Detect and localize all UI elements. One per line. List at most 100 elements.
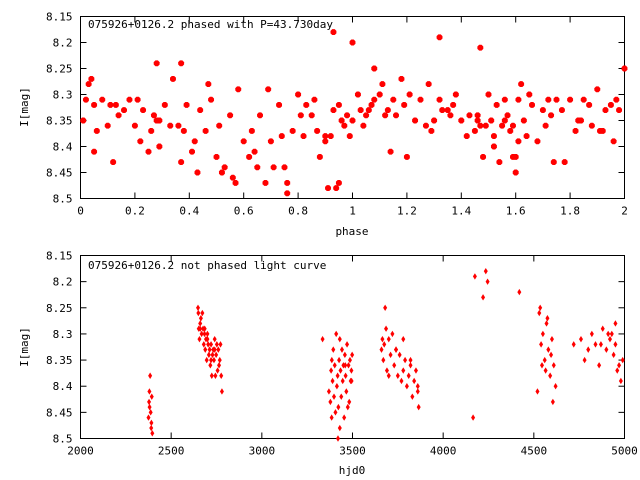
data-point (335, 179, 342, 186)
x-tick-label: 0.6 (234, 205, 254, 218)
data-point (436, 96, 443, 103)
data-point (545, 96, 552, 103)
data-point (320, 335, 325, 343)
data-point (218, 169, 225, 176)
x-tick-label: 0 (77, 205, 84, 218)
data-point (392, 362, 397, 369)
data-point (535, 388, 540, 395)
data-point (335, 435, 340, 442)
data-point (150, 112, 157, 119)
x-tick-label: 0.8 (288, 205, 308, 218)
data-point (126, 96, 133, 103)
data-point (621, 65, 628, 72)
data-point (210, 351, 215, 359)
data-point (153, 117, 160, 124)
data-point (548, 372, 553, 379)
data-point (204, 356, 209, 364)
data-point (406, 91, 413, 98)
data-point (295, 91, 302, 98)
data-point (232, 179, 239, 186)
unphased-y-tick-labels: 8.15 8.2 8.25 8.3 8.35 8.4 8.45 8.5 (46, 250, 73, 446)
data-point (474, 117, 481, 124)
data-point (201, 341, 206, 348)
data-point (329, 367, 334, 374)
data-point (436, 34, 443, 41)
data-point (198, 325, 203, 332)
data-point (425, 81, 432, 88)
data-point (504, 112, 511, 119)
data-point (349, 39, 356, 46)
data-point (379, 346, 384, 353)
data-point (548, 112, 555, 119)
data-point (589, 330, 594, 338)
y-tick-label: 8.5 (53, 193, 73, 206)
data-point (147, 388, 152, 395)
data-point (330, 29, 337, 36)
data-point (609, 330, 614, 338)
data-point (207, 346, 212, 353)
data-point (382, 341, 387, 348)
data-point (520, 117, 527, 124)
data-point (216, 346, 221, 353)
data-point (214, 351, 219, 359)
data-point (227, 112, 234, 119)
data-point (110, 159, 117, 166)
data-point (349, 367, 354, 374)
data-point (149, 419, 154, 427)
data-point (330, 377, 335, 385)
data-point (401, 101, 408, 108)
x-tick-label: 2 (621, 205, 628, 218)
data-point (347, 398, 352, 406)
data-point (270, 164, 277, 171)
data-point (140, 107, 147, 114)
data-point (284, 190, 291, 197)
y-tick-label: 8.25 (46, 63, 73, 76)
data-point (300, 133, 307, 140)
data-point (572, 127, 579, 134)
data-point (131, 122, 138, 129)
data-point (507, 127, 514, 134)
data-point (613, 96, 620, 103)
data-point (578, 335, 583, 343)
data-point (550, 159, 557, 166)
data-point (380, 335, 385, 343)
data-point (413, 367, 418, 374)
data-point (335, 372, 340, 379)
data-point (538, 304, 543, 311)
y-tick-label: 8.4 (53, 380, 73, 393)
data-point (333, 409, 338, 416)
data-point (329, 414, 334, 421)
data-point (189, 148, 195, 155)
data-point (537, 309, 542, 317)
data-point (145, 148, 152, 155)
data-point (617, 362, 622, 369)
data-point (512, 153, 519, 160)
data-point (337, 424, 342, 432)
data-point (401, 335, 406, 343)
data-point (406, 372, 411, 379)
unphased-y-axis-label: I[mag] (18, 327, 31, 367)
data-point (499, 122, 506, 129)
data-point (347, 356, 352, 364)
data-point (338, 117, 345, 124)
data-point (336, 403, 341, 411)
data-point (218, 341, 223, 348)
data-point (488, 117, 495, 124)
data-point (545, 315, 550, 322)
data-point (607, 335, 612, 343)
data-point (267, 138, 274, 145)
data-point (82, 96, 89, 103)
data-point (501, 117, 508, 124)
data-point (416, 403, 421, 411)
data-point (381, 356, 386, 364)
y-tick-label: 8.3 (53, 89, 73, 102)
data-point (209, 341, 214, 348)
data-point (196, 304, 201, 311)
data-point (365, 107, 372, 114)
data-point (150, 430, 155, 437)
data-point (209, 372, 214, 379)
data-point (410, 393, 415, 400)
data-point (221, 164, 228, 171)
data-point (198, 320, 203, 327)
